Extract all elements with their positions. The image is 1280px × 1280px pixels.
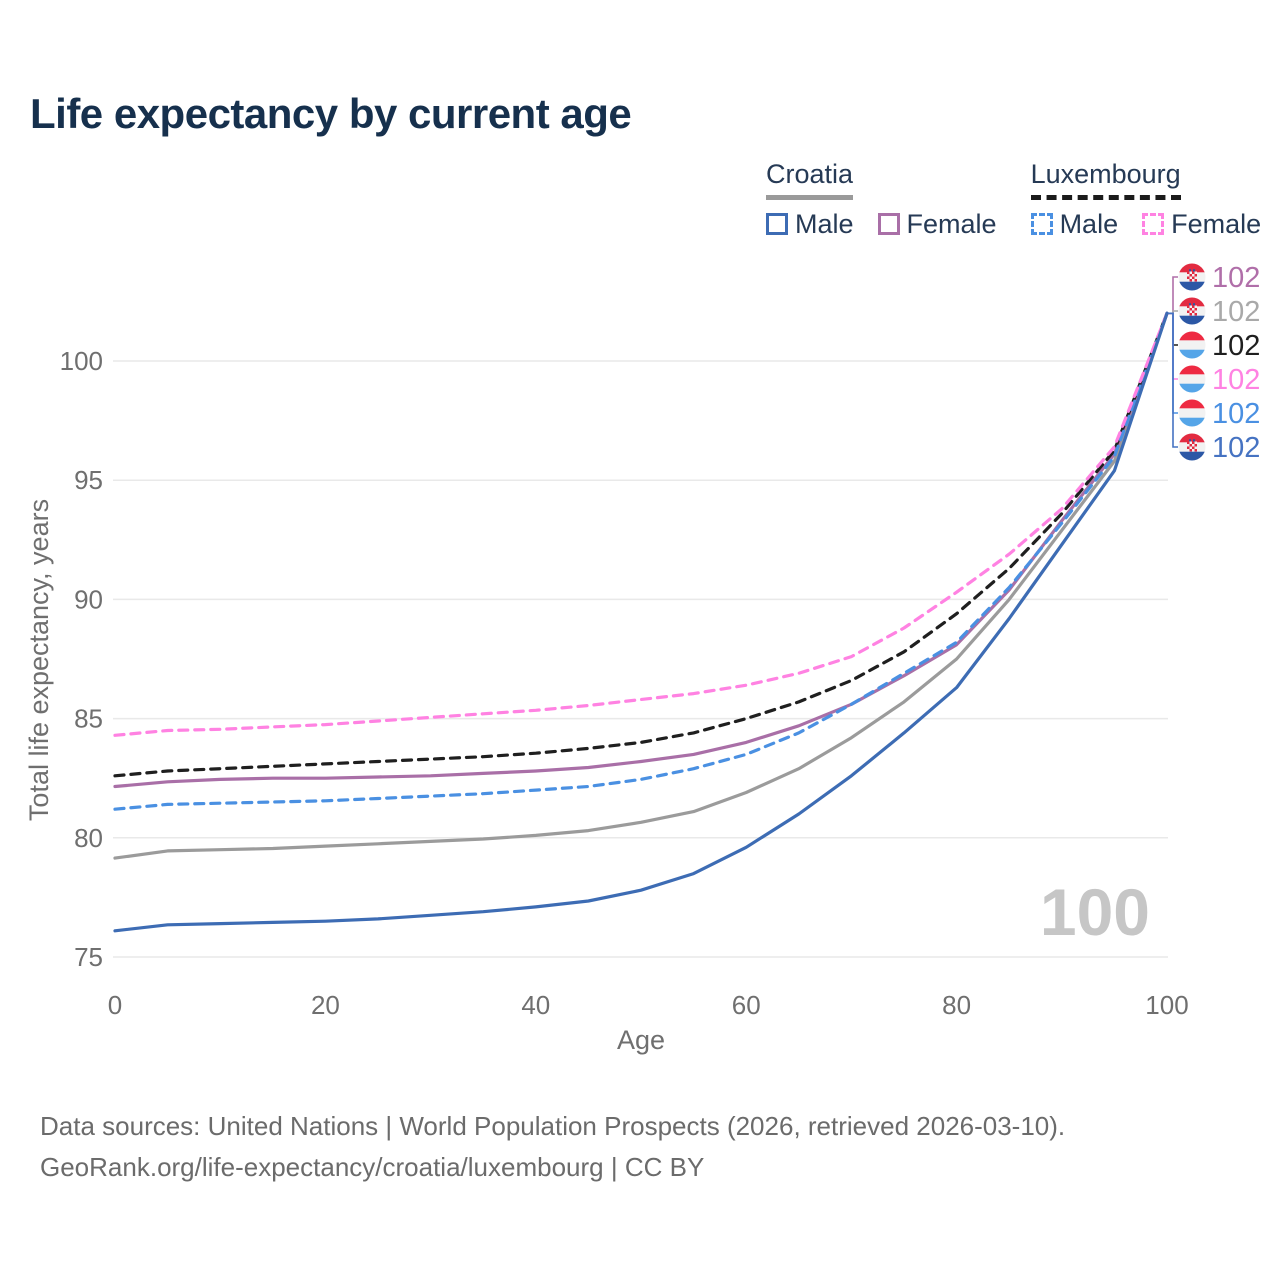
watermark-age-label: 100 — [1039, 875, 1150, 949]
footer-data-sources: Data sources: United Nations | World Pop… — [40, 1111, 1066, 1141]
legend-item-luxembourg-female[interactable]: Female — [1142, 209, 1261, 240]
x-tick-label: 80 — [942, 990, 971, 1020]
x-tick-label: 100 — [1145, 990, 1188, 1020]
y-axis-title: Total life expectancy, years — [24, 499, 54, 821]
y-tick-label: 85 — [74, 704, 103, 734]
end-label-connector — [1168, 312, 1178, 448]
x-tick-label: 40 — [521, 990, 550, 1020]
legend-swatch-icon — [766, 213, 788, 236]
end-value-label-croatia-all: 102 — [1212, 296, 1260, 328]
series-line-croatia-male[interactable] — [113, 311, 1169, 933]
legend: Croatia Male Female Luxembourg Male Female — [766, 159, 1261, 240]
legend-item-label: Male — [1059, 208, 1119, 239]
end-label-connector — [1168, 276, 1178, 315]
legend-swatch-icon — [1030, 213, 1053, 236]
legend-item-label: Female — [1171, 208, 1262, 239]
legend-swatch-icon — [877, 213, 900, 236]
x-axis-title: Age — [617, 1025, 665, 1055]
flag-icon-croatia — [1178, 297, 1206, 325]
legend-item-croatia-male[interactable]: Male — [766, 209, 854, 240]
series-line-luxembourg-male[interactable] — [113, 311, 1169, 811]
legend-item-label: Male — [795, 208, 854, 239]
series-line-luxembourg-all[interactable] — [113, 311, 1169, 778]
legend-swatch-icon — [1142, 213, 1165, 236]
end-value-label-croatia-male: 102 — [1212, 432, 1260, 464]
legend-item-label: Female — [906, 208, 997, 239]
flag-icon-croatia — [1178, 433, 1206, 461]
y-tick-label: 75 — [74, 942, 103, 972]
y-tick-label: 100 — [60, 346, 103, 376]
end-value-label-luxembourg-female: 102 — [1212, 364, 1260, 396]
legend-group-title-croatia[interactable]: Croatia — [766, 159, 854, 200]
end-value-label-luxembourg-male: 102 — [1212, 398, 1260, 430]
page-title: Life expectancy by current age — [30, 90, 632, 137]
flag-icon-luxembourg — [1178, 331, 1206, 359]
legend-group-title-luxembourg[interactable]: Luxembourg — [1030, 159, 1181, 200]
legend-item-croatia-female[interactable]: Female — [877, 208, 997, 240]
y-tick-label: 95 — [74, 465, 103, 495]
footer-attribution-url: GeoRank.org/life-expectancy/croatia/luxe… — [40, 1152, 705, 1182]
end-value-label-croatia-female: 102 — [1212, 262, 1260, 294]
flag-icon-luxembourg — [1178, 365, 1206, 393]
y-tick-label: 90 — [74, 584, 103, 614]
flag-icon-croatia — [1178, 263, 1206, 291]
legend-item-luxembourg-male[interactable]: Male — [1030, 208, 1119, 240]
footer: Data sources: United Nations | World Pop… — [40, 1106, 1065, 1188]
y-tick-label: 80 — [74, 823, 103, 853]
series-line-croatia-female[interactable] — [113, 311, 1169, 789]
flag-icon-luxembourg — [1178, 399, 1206, 427]
series-line-luxembourg-female[interactable] — [113, 311, 1169, 737]
legend-group-croatia: Croatia Male Female — [766, 159, 997, 240]
end-value-label-luxembourg-all: 102 — [1212, 330, 1260, 362]
x-tick-label: 60 — [732, 990, 761, 1020]
x-tick-label: 0 — [108, 990, 122, 1020]
x-tick-label: 20 — [311, 990, 340, 1020]
legend-group-luxembourg: Luxembourg Male Female — [1030, 159, 1261, 240]
life-expectancy-chart: 75 80 85 90 95 100 0 20 40 60 80 100 Age Total life e… — [24, 262, 1260, 1055]
series-line-croatia-all[interactable] — [113, 311, 1169, 860]
